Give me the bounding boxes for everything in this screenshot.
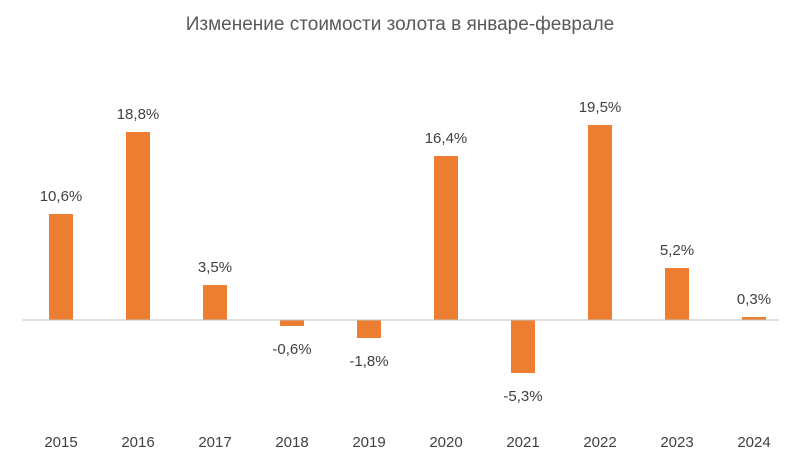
bar-2016 [126, 132, 150, 320]
x-tick-label-2017: 2017 [198, 434, 231, 451]
bar-2017 [203, 285, 227, 320]
x-tick-label-2018: 2018 [275, 434, 308, 451]
x-tick-label-2020: 2020 [429, 434, 462, 451]
data-label-2022: 19,5% [579, 99, 622, 116]
data-label-2023: 5,2% [660, 242, 694, 259]
chart-title: Изменение стоимости золота в январе-февр… [185, 14, 615, 35]
x-tick-label-2024: 2024 [737, 434, 770, 451]
bar-2020 [434, 156, 458, 320]
bar-2018 [280, 320, 304, 326]
x-tick-label-2019: 2019 [352, 434, 385, 451]
data-label-2021: -5,3% [503, 388, 542, 405]
bar-2019 [357, 320, 381, 338]
x-tick-label-2016: 2016 [121, 434, 154, 451]
bar-2022 [588, 125, 612, 320]
x-tick-label-2023: 2023 [660, 434, 693, 451]
data-label-2018: -0,6% [272, 341, 311, 358]
data-label-2016: 18,8% [117, 106, 160, 123]
bar-2023 [665, 268, 689, 320]
data-label-2020: 16,4% [425, 130, 468, 147]
x-tick-label-2015: 2015 [44, 434, 77, 451]
data-label-2019: -1,8% [349, 353, 388, 370]
x-tick-label-2022: 2022 [583, 434, 616, 451]
bar-2024 [742, 317, 766, 320]
data-label-2015: 10,6% [40, 188, 83, 205]
data-label-2024: 0,3% [737, 291, 771, 308]
bar-2015 [49, 214, 73, 320]
data-label-2017: 3,5% [198, 259, 232, 276]
bar-2021 [511, 320, 535, 373]
x-tick-label-2021: 2021 [506, 434, 539, 451]
